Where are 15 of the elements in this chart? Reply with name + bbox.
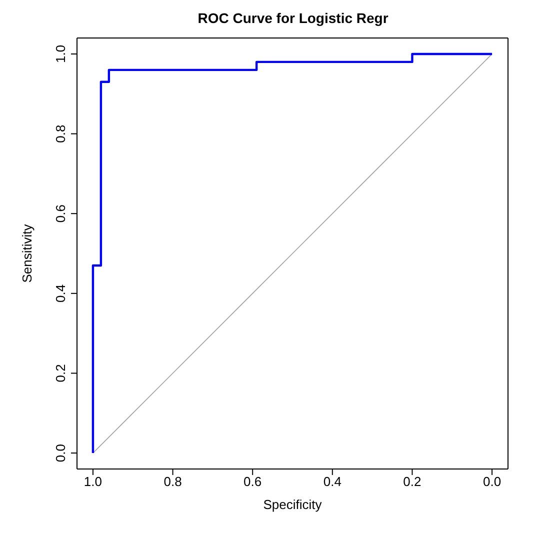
x-tick-label: 0.6	[244, 474, 262, 490]
x-axis-title: Specificity	[263, 497, 322, 512]
y-tick-label: 0.4	[53, 284, 68, 302]
y-tick-label: 0.8	[53, 124, 68, 143]
x-tick-label: 0.2	[403, 474, 422, 490]
chart-title: ROC Curve for Logistic Regr	[196, 10, 390, 26]
x-tick-label: 0.4	[323, 474, 342, 490]
y-tick-label: 1.0	[53, 44, 68, 63]
y-tick-label: 0.0	[53, 444, 68, 462]
x-tick-label: 0.0	[483, 474, 502, 490]
x-tick-label: 1.0	[84, 474, 102, 490]
y-tick-label: 0.2	[53, 364, 68, 382]
x-tick-label: 0.8	[164, 474, 182, 490]
y-axis-title: Sensitivity	[20, 224, 35, 283]
y-tick-label: 0.6	[53, 204, 68, 223]
